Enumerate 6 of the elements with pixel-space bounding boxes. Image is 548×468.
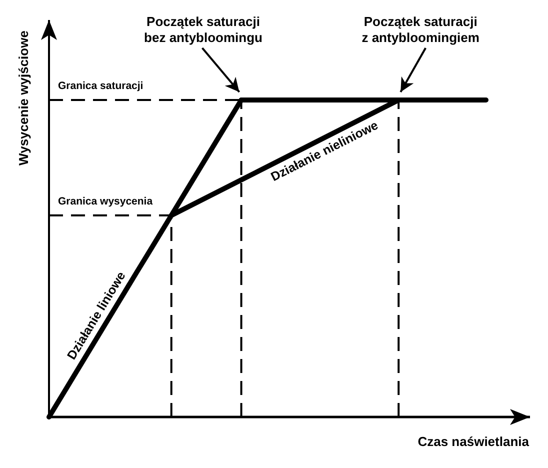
ref-line-label: Granica wysycenia	[58, 195, 153, 208]
ref-line-label: Granica saturacji	[58, 80, 144, 92]
text: Początek saturacji z antybloomingiem	[362, 14, 480, 45]
x-axis-title: Czas naświetlania	[418, 434, 530, 449]
text: Początek saturacji bez antybloomingu	[144, 14, 263, 45]
y-axis-title: Wysycenie wyjściowe	[16, 30, 31, 166]
